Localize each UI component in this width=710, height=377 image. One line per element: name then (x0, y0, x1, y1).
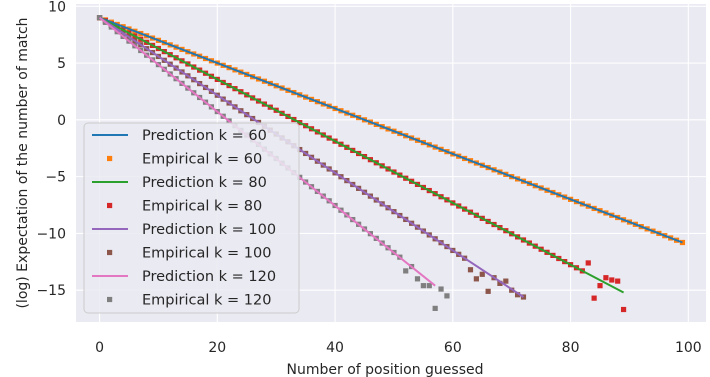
y-tick-label: 10 (48, 0, 66, 15)
data-point (467, 267, 474, 273)
legend-marker-k60 (107, 155, 113, 162)
x-tick-label: 100 (675, 340, 702, 356)
data-point (444, 293, 450, 299)
legend-entry: Prediction k = 120 (142, 269, 276, 285)
series-prediction-k60 (99, 16, 683, 244)
y-tick-label: −15 (36, 283, 66, 299)
data-point (520, 294, 527, 300)
y-tick-label: −10 (36, 226, 66, 242)
x-tick-label: 60 (444, 340, 462, 356)
x-tick-label: 0 (95, 340, 104, 356)
legend-entry: Prediction k = 80 (142, 175, 267, 191)
legend-entry: Empirical k = 80 (142, 199, 262, 215)
y-tick-label: 0 (57, 113, 66, 129)
legend-entry: Empirical k = 60 (142, 152, 262, 168)
y-tick-label: 5 (57, 56, 66, 72)
legend-marker-k120 (107, 296, 113, 303)
legend-entry: Empirical k = 100 (142, 246, 271, 262)
data-point (585, 260, 591, 266)
legend-entry: Prediction k = 100 (142, 222, 276, 238)
data-point (591, 295, 597, 301)
x-tick-label: 40 (326, 340, 344, 356)
data-point (426, 283, 432, 289)
y-axis-label: (log) Expectation of the number of match (15, 17, 31, 308)
data-point (485, 288, 491, 294)
legend-marker-k80 (107, 202, 113, 209)
data-point (403, 268, 409, 274)
data-point (432, 305, 438, 311)
legend: Prediction k = 60 Empirical k = 60 Predict… (83, 122, 300, 314)
legend-entry: Empirical k = 120 (142, 293, 271, 309)
data-point (503, 278, 509, 284)
data-point (497, 280, 503, 286)
data-point (597, 283, 603, 289)
series-prediction-k100 (99, 16, 525, 298)
data-point (479, 271, 485, 277)
legend-marker-k100 (107, 249, 113, 256)
data-point (414, 276, 421, 282)
ticks: 0 20 40 60 80 100 10 5 0 −5 −10 −15 (36, 0, 701, 356)
series-prediction-k80 (99, 16, 625, 294)
data-point (615, 278, 621, 284)
legend-entry: Prediction k = 60 (142, 128, 267, 144)
data-point (473, 276, 479, 282)
legend-box (83, 122, 300, 314)
x-tick-label: 20 (208, 340, 226, 356)
data-point (514, 292, 521, 298)
x-axis-label: Number of position guessed (287, 362, 484, 377)
x-tick-label: 80 (562, 340, 580, 356)
data-point (620, 306, 627, 313)
data-point (609, 277, 615, 283)
y-tick-label: −5 (45, 170, 66, 186)
series-layer (96, 15, 686, 313)
data-point (420, 283, 426, 289)
data-point (603, 275, 609, 281)
data-point (438, 286, 444, 292)
